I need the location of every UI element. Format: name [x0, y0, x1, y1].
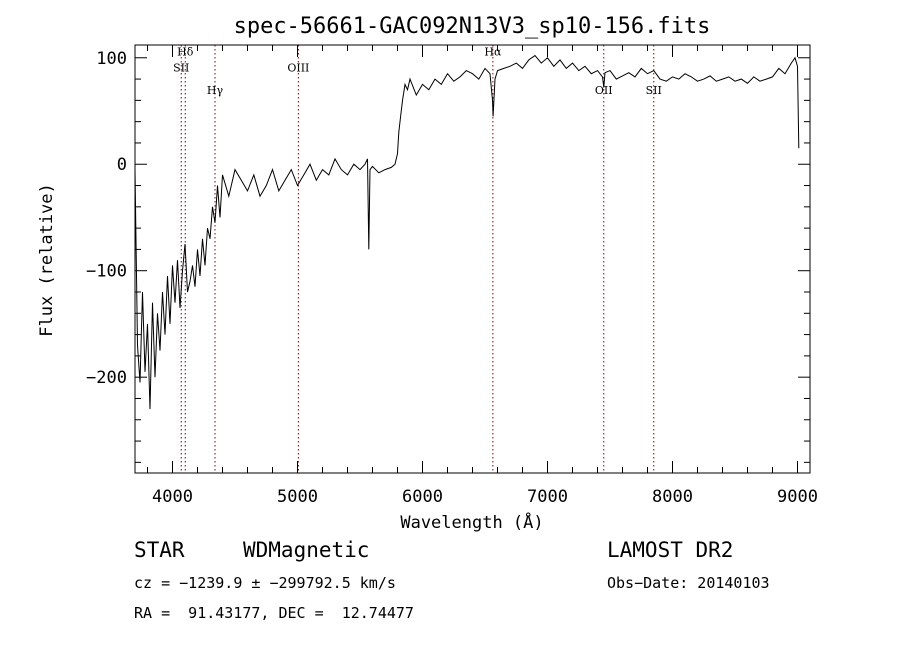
y-tick-label: −200	[86, 368, 127, 388]
spectral-line-label: OII	[595, 84, 613, 97]
chart-title: spec-56661-GAC092N13V3_sp10-156.fits	[234, 14, 711, 39]
spectral-line-label: SII	[173, 62, 189, 75]
spectral-line-label: Hγ	[207, 84, 224, 97]
coordinates: RA = 91.43177, DEC = 12.74477	[134, 604, 414, 622]
spectral-line-label: OIII	[287, 62, 309, 75]
x-axis-label: Wavelength (Å)	[400, 511, 543, 533]
x-tick-label: 8000	[652, 487, 693, 507]
x-tick-label: 9000	[777, 487, 818, 507]
spectrum-line	[134, 54, 800, 410]
observation-date: Obs−Date: 20140103	[607, 574, 770, 592]
y-axis-label: Flux (relative)	[37, 183, 57, 337]
x-tick-label: 4000	[152, 487, 193, 507]
spectral-line-label: Hα	[484, 46, 502, 59]
y-tick-label: −100	[86, 262, 127, 282]
y-tick-label: 100	[96, 49, 127, 69]
plot-area: 4000 5000 6000 7000 8000 9000 100 0 −100 −200 Hδ…	[86, 44, 818, 507]
spectral-line-markers	[180, 45, 655, 473]
object-class: STAR	[134, 538, 185, 562]
x-axis-ticks: 4000 5000 6000 7000 8000 9000	[147, 45, 818, 507]
spectral-line-labels: Hδ SII Hγ OIII Hα OII SII	[173, 46, 662, 97]
survey-name: LAMOST DR2	[607, 538, 734, 562]
redshift-velocity: cz = −1239.9 ± −299792.5 km/s	[134, 574, 396, 592]
x-tick-label: 5000	[277, 487, 318, 507]
spectral-line-label: SII	[646, 84, 662, 97]
y-axis-ticks: 100 0 −100 −200	[86, 49, 810, 463]
plot-frame	[134, 44, 811, 474]
x-tick-label: 7000	[527, 487, 568, 507]
object-subclass: WDMagnetic	[243, 538, 370, 562]
x-tick-label: 6000	[402, 487, 443, 507]
spectral-line-label: Hδ	[177, 46, 194, 59]
y-tick-label: 0	[117, 155, 127, 175]
